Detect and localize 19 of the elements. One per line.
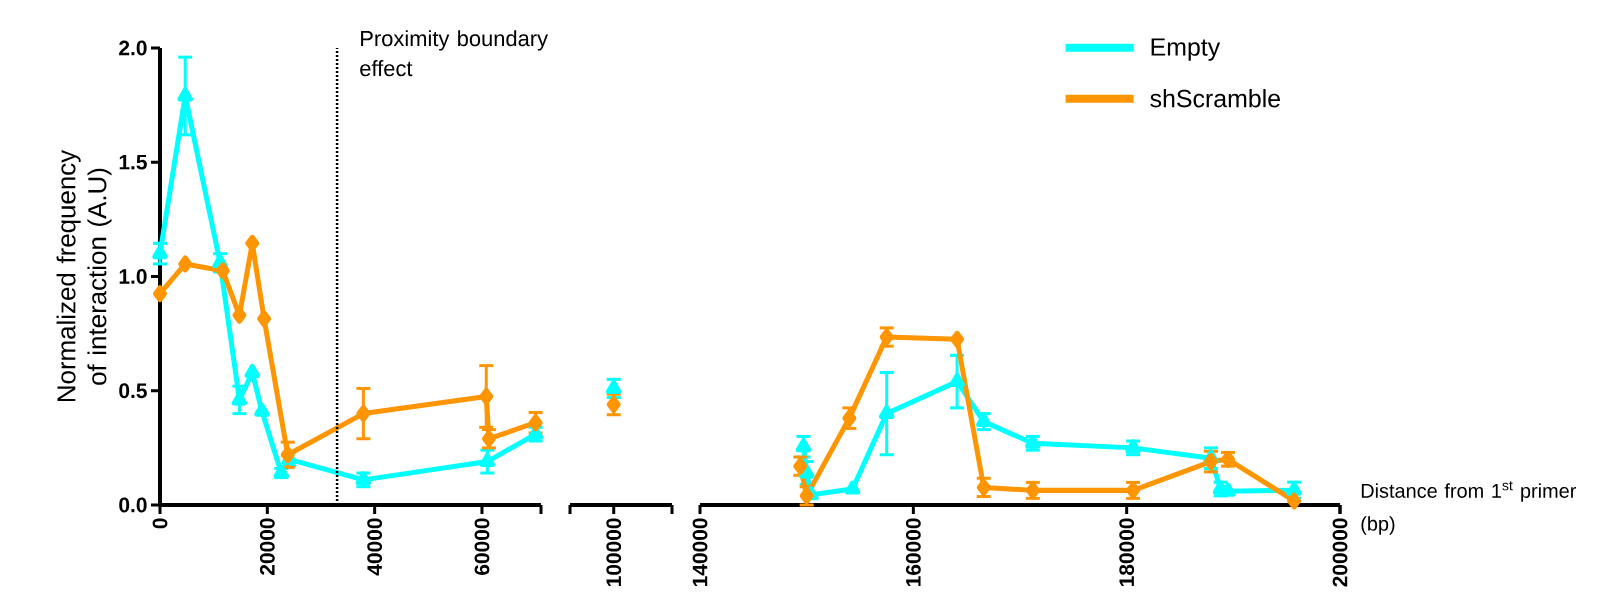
text: Distance from 1$^{st}$ primer (bp) — [1361, 481, 1577, 535]
x-tick-label: 180000 — [1119, 518, 1135, 587]
x-tick-label: 100000 — [606, 518, 622, 587]
x-tick-label: 160000 — [905, 518, 921, 587]
y-tick-label: 1.0 — [119, 269, 147, 284]
x-tick-label: 60000 — [474, 518, 490, 575]
y-tick-label: 2.0 — [119, 40, 147, 56]
y-tick-label: 0.5 — [119, 383, 147, 399]
ref-line-label: Proximity boundary effect — [360, 30, 549, 77]
legend-label: Empty — [1151, 38, 1221, 61]
x-tick-label: 20000 — [259, 518, 275, 575]
y-tick-label: 0.0 — [119, 497, 147, 513]
y-axis-title: Normalized frequency of interaction (A.U) — [56, 149, 112, 402]
legend-label: shScramble — [1150, 89, 1280, 108]
x-tick-label: 40000 — [367, 518, 383, 576]
x-tick-label: 200000 — [1332, 518, 1348, 587]
x-tick-label: 0 — [152, 518, 168, 529]
y-tick-label: 1.5 — [119, 154, 147, 170]
x-tick-label: 140000 — [692, 518, 708, 587]
